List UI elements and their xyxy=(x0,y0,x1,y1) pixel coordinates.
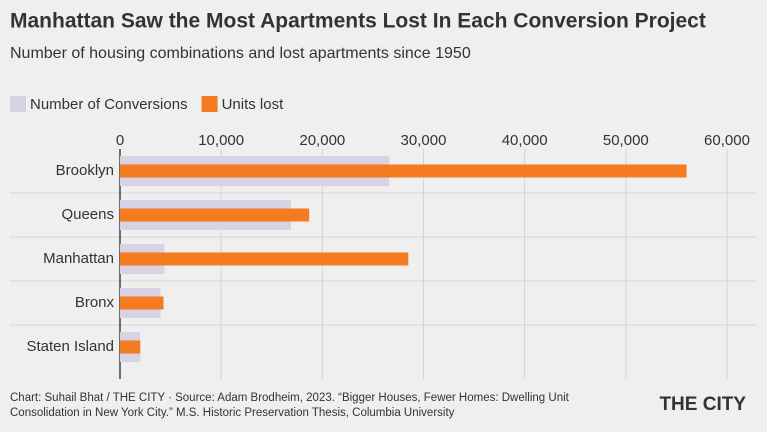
y-tick-label: Brooklyn xyxy=(56,162,114,179)
source-note: Consolidation in New York City.” M.S. Hi… xyxy=(10,407,455,419)
bar xyxy=(120,208,310,222)
legend-label: Number of Conversions xyxy=(30,96,188,113)
bar xyxy=(120,252,409,266)
y-tick-label: Queens xyxy=(61,206,114,223)
legend-swatch xyxy=(201,96,218,112)
x-tick-label: 30,000 xyxy=(401,132,447,149)
chart-subtitle: Number of housing combinations and lost … xyxy=(10,45,471,62)
x-tick-label: 20,000 xyxy=(299,132,345,149)
bar xyxy=(120,164,687,178)
bar xyxy=(120,296,164,310)
legend-label: Units lost xyxy=(222,96,285,113)
bar xyxy=(120,340,141,354)
x-tick-label: 0 xyxy=(116,132,124,149)
y-tick-label: Staten Island xyxy=(26,338,114,355)
logo: THE CITY xyxy=(659,394,746,415)
y-tick-label: Bronx xyxy=(75,294,115,311)
x-tick-label: 40,000 xyxy=(502,132,548,149)
x-tick-label: 50,000 xyxy=(603,132,649,149)
chart-title: Manhattan Saw the Most Apartments Lost I… xyxy=(10,10,706,33)
source-note: Chart: Suhail Bhat / THE CITY · Source: … xyxy=(10,392,570,404)
x-tick-label: 60,000 xyxy=(704,132,750,149)
x-tick-label: 10,000 xyxy=(198,132,244,149)
y-tick-label: Manhattan xyxy=(43,250,114,267)
legend-swatch xyxy=(10,96,26,112)
